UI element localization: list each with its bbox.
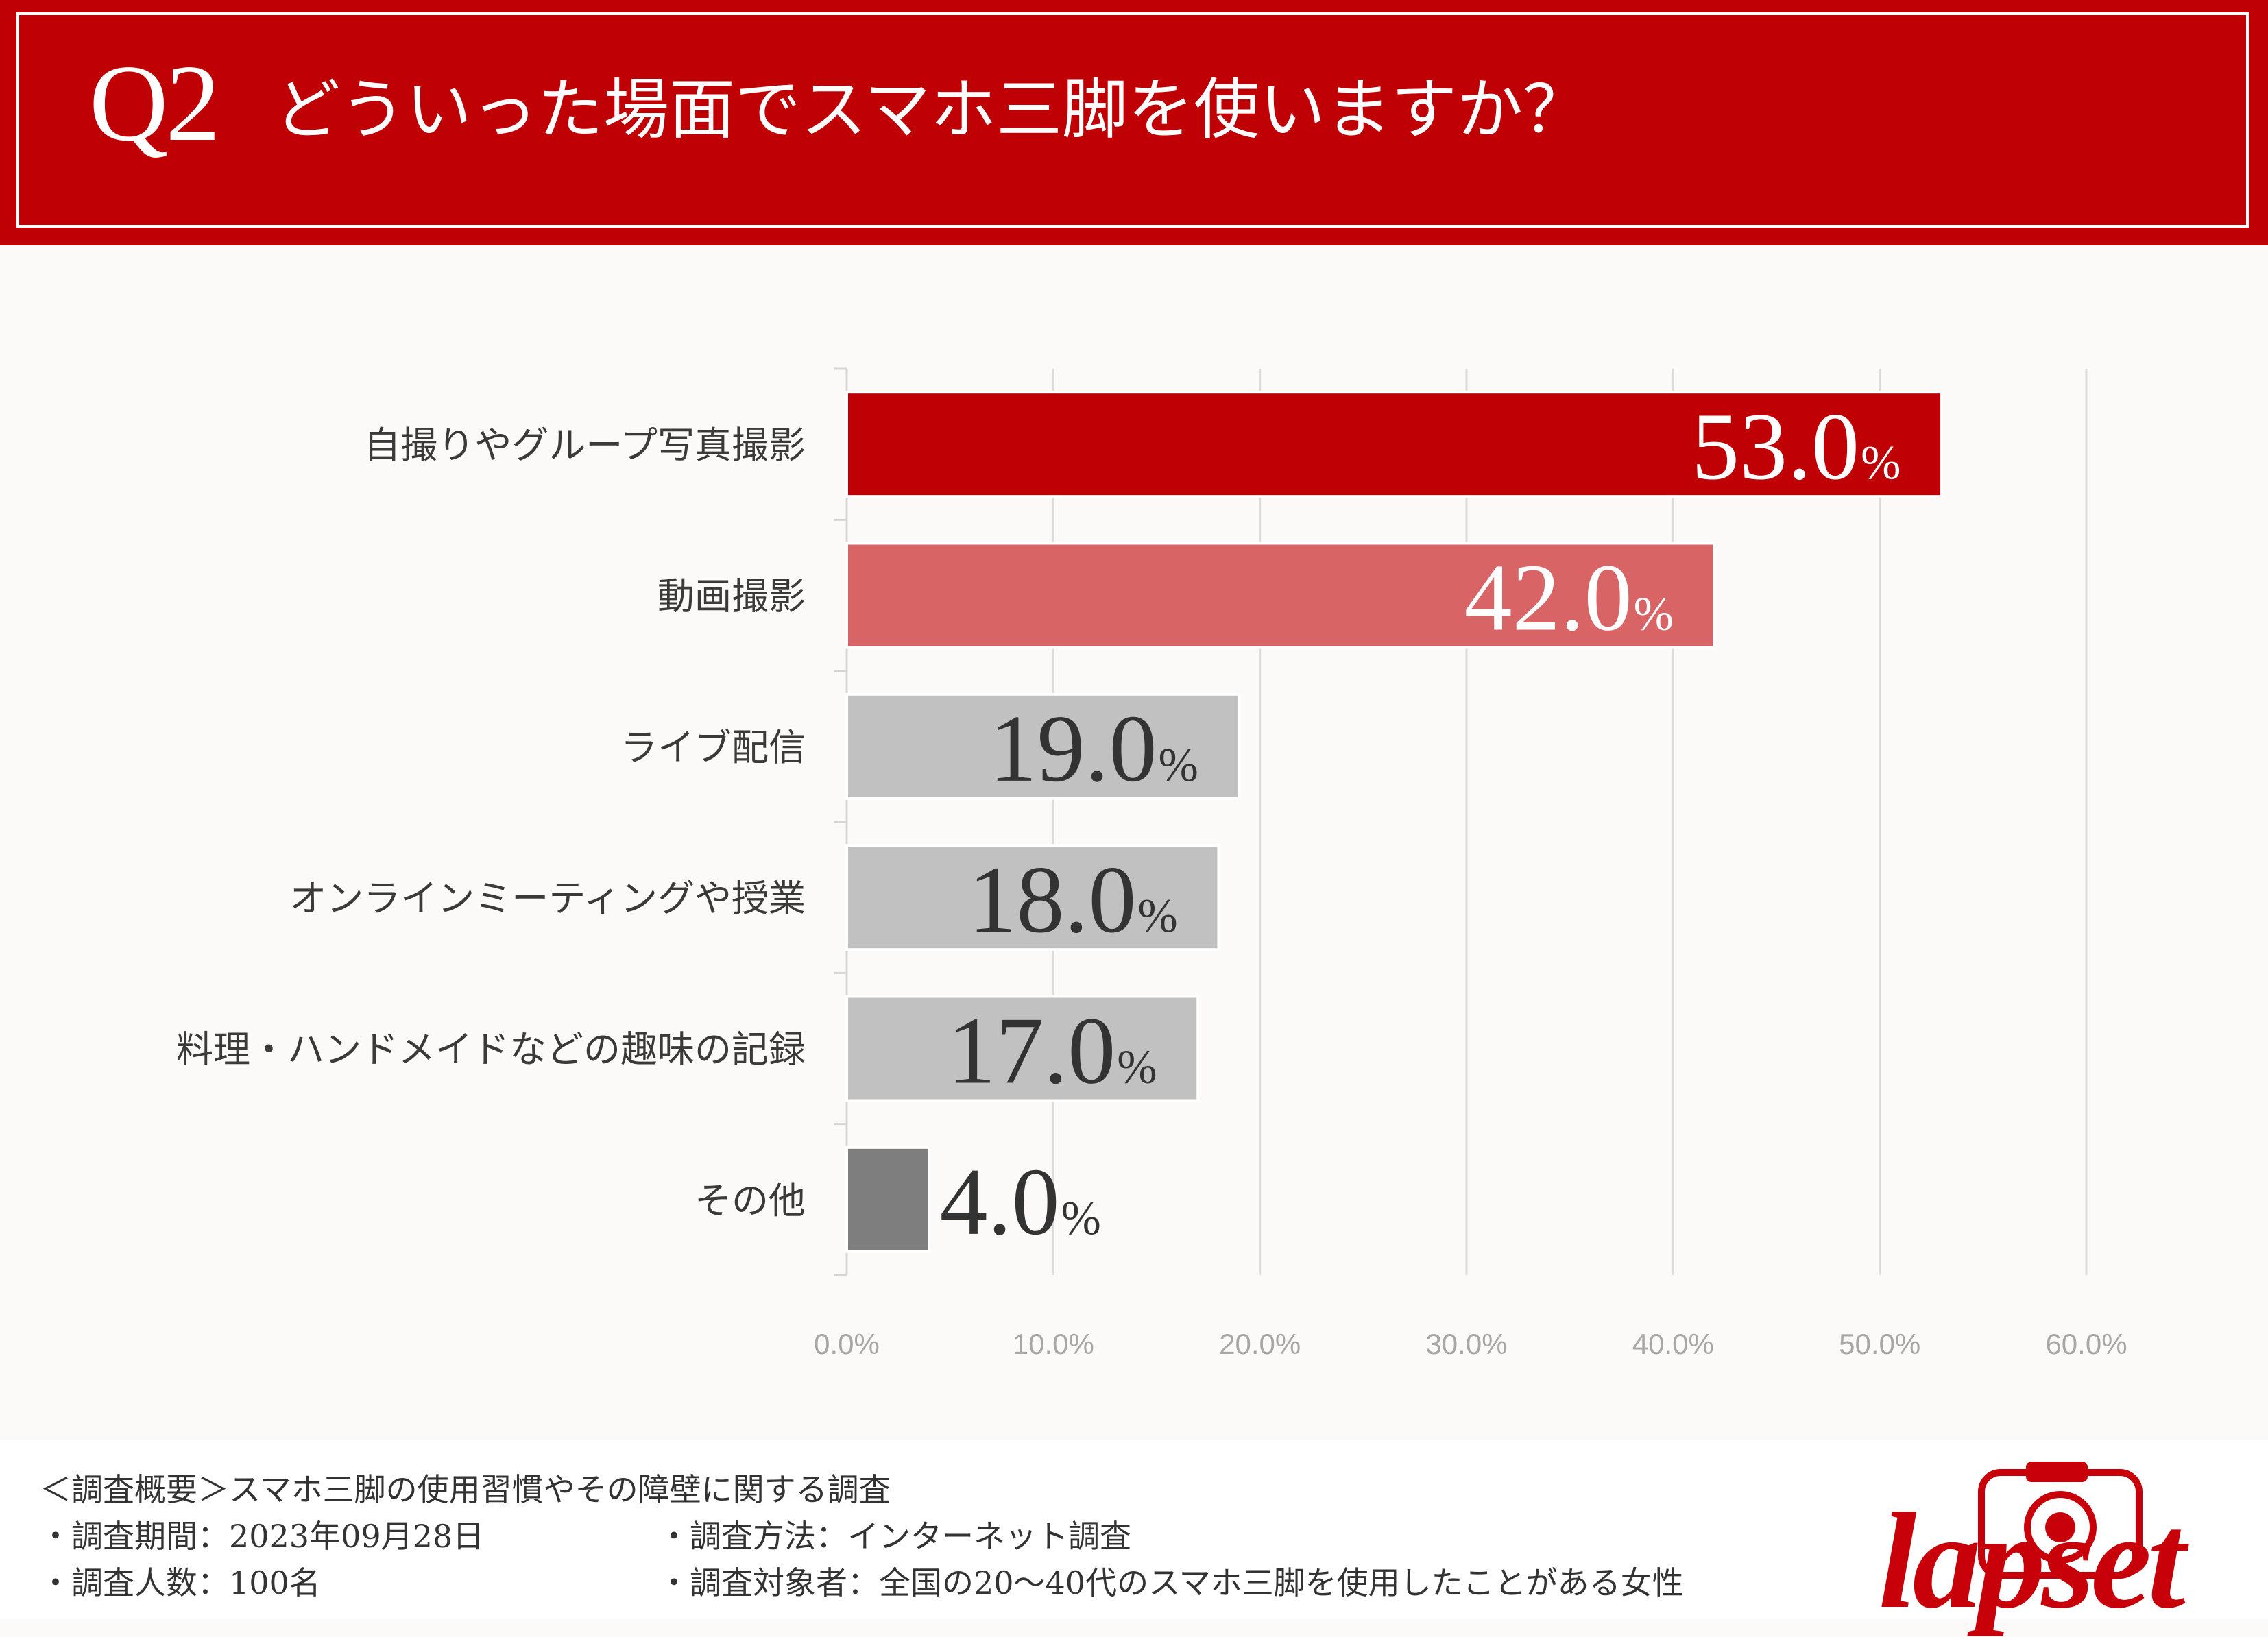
survey-summary: ＜調査概要＞スマホ三脚の使用習慣やその障壁に関する調査 — [40, 1471, 891, 1508]
value-label: 53.0 — [1691, 393, 1859, 500]
value-unit: % — [1117, 1041, 1157, 1094]
bar — [845, 692, 1241, 800]
x-tick-label: 50.0% — [1839, 1328, 1920, 1360]
value-unit: % — [1861, 437, 1901, 489]
x-tick-label: 40.0% — [1632, 1328, 1714, 1360]
category-label: 料理・ハンドメイドなどの趣味の記録 — [176, 1028, 806, 1071]
survey-count: ・調査人数：100名 — [40, 1564, 321, 1601]
category-label: オンラインミーティングや授業 — [289, 877, 806, 920]
header-border — [16, 12, 2249, 228]
value-unit: % — [1634, 588, 1674, 641]
question-title: どういった場面でスマホ三脚を使いますか？ — [274, 71, 1589, 148]
header-banner: Q2 どういった場面でスマホ三脚を使いますか？ — [0, 0, 2268, 245]
survey-method: ・調査方法：インターネット調査 — [658, 1518, 1131, 1555]
x-tick-label: 0.0% — [814, 1328, 880, 1360]
value-unit: % — [1061, 1192, 1101, 1245]
bar-chart: 0.0% 10.0% 20.0% 30.0% 40.0% 50.0% 60.0% 自撮りやグル… — [176, 367, 2127, 1360]
value-label: 42.0 — [1464, 545, 1632, 651]
category-label: 動画撮影 — [658, 575, 806, 618]
value-label: 4.0 — [940, 1149, 1060, 1255]
survey-target: ・調査対象者：全国の20〜40代のスマホ三脚を使用したことがある女性 — [658, 1564, 1684, 1601]
value-unit: % — [1159, 739, 1198, 792]
value-label: 19.0 — [989, 696, 1157, 802]
value-label: 17.0 — [948, 998, 1115, 1104]
x-tick-label: 10.0% — [1013, 1328, 1094, 1360]
x-tick-label: 30.0% — [1425, 1328, 1507, 1360]
lapset-logo: lapset — [1879, 1459, 2235, 1630]
category-label: 自撮りやグループ写真撮影 — [363, 424, 806, 467]
question-number: Q2 — [89, 42, 221, 164]
category-label: ライブ配信 — [620, 726, 806, 769]
x-tick-label: 60.0% — [2045, 1328, 2127, 1360]
category-label: その他 — [695, 1179, 806, 1222]
bar — [845, 995, 1200, 1102]
survey-period: ・調査期間：2023年09月28日 — [40, 1518, 485, 1555]
x-tick-label: 20.0% — [1219, 1328, 1301, 1360]
bar — [845, 542, 1716, 649]
logo-text: lapset — [1879, 1486, 2186, 1637]
value-label: 18.0 — [968, 847, 1136, 953]
survey-footer: ＜調査概要＞スマホ三脚の使用習慣やその障壁に関する調査 ・調査期間：2023年0… — [0, 1440, 2268, 1619]
bar — [845, 1145, 931, 1253]
value-unit: % — [1137, 890, 1177, 943]
bar — [845, 391, 1944, 498]
camera-icon — [1978, 1462, 2143, 1579]
bar — [845, 844, 1220, 951]
